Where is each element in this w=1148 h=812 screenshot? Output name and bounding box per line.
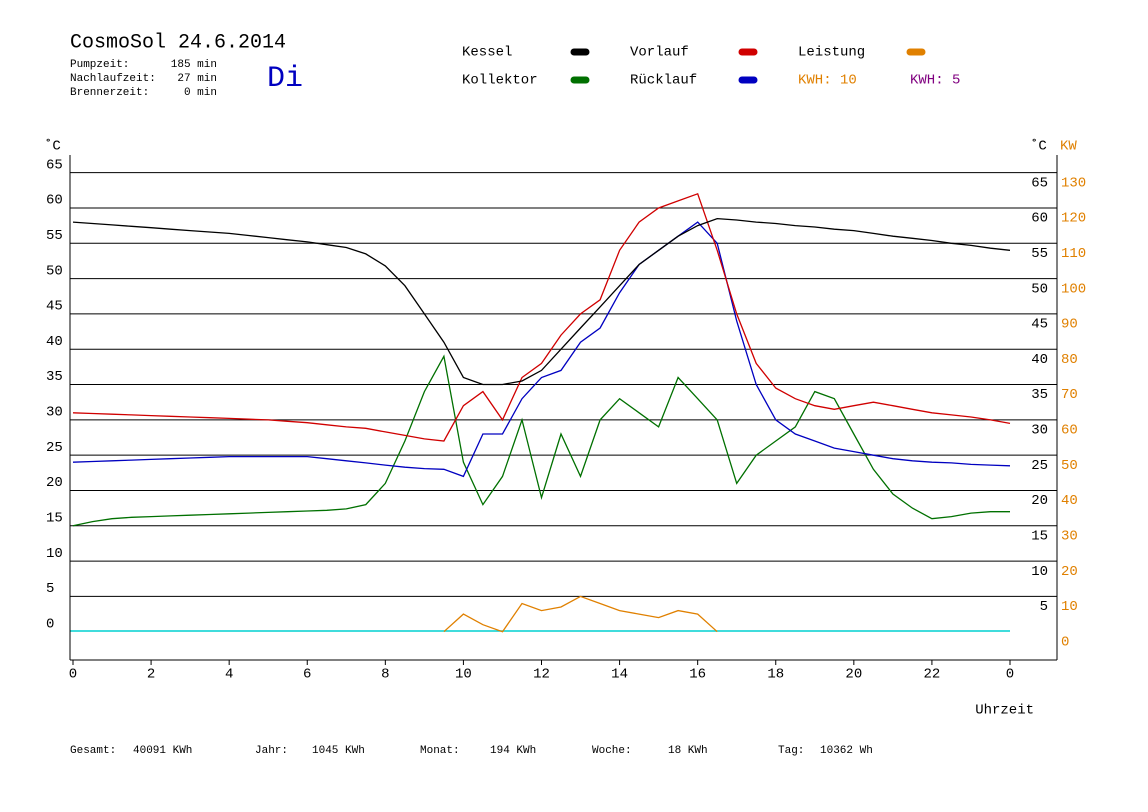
y2-tick-label: 20 xyxy=(1061,564,1078,580)
y2-tick-label: 40 xyxy=(1061,493,1078,509)
y-tick-label: 35 xyxy=(46,369,63,385)
x-tick-label: 18 xyxy=(767,667,784,683)
y2-tick-label: 120 xyxy=(1061,211,1086,227)
y2-tick-label: 60 xyxy=(1061,423,1078,439)
y-tick-label: 15 xyxy=(46,511,63,527)
y2-tick-label: 30 xyxy=(1061,529,1078,545)
y-tick-label: 55 xyxy=(46,228,63,244)
series-line xyxy=(72,217,1011,386)
x-tick-label: 10 xyxy=(455,667,472,683)
y-tick-label: 0 xyxy=(46,616,54,632)
x-tick-label: 2 xyxy=(147,667,155,683)
footer-label: Gesamt: xyxy=(70,745,116,757)
legend-label: Vorlauf xyxy=(630,45,689,61)
x-tick-label: 16 xyxy=(689,667,706,683)
info-label: Nachlaufzeit: xyxy=(70,73,156,85)
y-tick-label-right: 30 xyxy=(1031,423,1048,439)
series-line xyxy=(443,595,718,633)
series-line xyxy=(72,354,1010,527)
y2-tick-label: 130 xyxy=(1061,175,1086,191)
y-tick-label-right: 20 xyxy=(1031,493,1048,509)
x-axis-label: Uhrzeit xyxy=(975,703,1034,719)
x-tick-label: 0 xyxy=(1006,667,1014,683)
footer-value: 10362 Wh xyxy=(820,745,873,757)
info-label: Pumpzeit: xyxy=(70,59,129,71)
y-tick-label: 45 xyxy=(46,299,63,315)
y-tick-label-right: 45 xyxy=(1031,317,1048,333)
legend-label: Kessel xyxy=(462,45,512,61)
y-tick-label-right: 40 xyxy=(1031,352,1048,368)
y-axis-label: ˚C xyxy=(44,139,61,155)
y-tick-label-right: 65 xyxy=(1031,175,1048,191)
y-tick-label-right: 15 xyxy=(1031,529,1048,545)
y-tick-label: 30 xyxy=(46,405,63,421)
day: Di xyxy=(267,62,303,96)
info-label: Brennerzeit: xyxy=(70,87,149,99)
x-tick-label: 4 xyxy=(225,667,233,683)
y2-tick-label: 70 xyxy=(1061,387,1078,403)
legend-label: Kollektor xyxy=(462,73,538,89)
legend-label: Leistung xyxy=(798,45,865,61)
y2-unit-label: ˚C xyxy=(1030,139,1047,155)
y-tick-label: 50 xyxy=(46,263,63,279)
y-tick-label-right: 35 xyxy=(1031,387,1048,403)
footer-value: 18 KWh xyxy=(668,745,708,757)
y-tick-label-right: 55 xyxy=(1031,246,1048,262)
chart-title: CosmoSol 24.6.2014 xyxy=(70,31,286,54)
y2-tick-label: 10 xyxy=(1061,599,1078,615)
y-tick-label: 60 xyxy=(46,193,63,209)
footer-label: Tag: xyxy=(778,745,804,757)
x-tick-label: 0 xyxy=(69,667,77,683)
x-tick-label: 6 xyxy=(303,667,311,683)
x-tick-label: 20 xyxy=(845,667,862,683)
x-tick-label: 14 xyxy=(611,667,628,683)
footer-value: 194 KWh xyxy=(490,745,536,757)
annotation: KWH: 5 xyxy=(910,73,960,89)
y-tick-label: 40 xyxy=(46,334,63,350)
y-tick-label-right: 50 xyxy=(1031,281,1048,297)
y2-tick-label: 50 xyxy=(1061,458,1078,474)
annotation: KWH: 10 xyxy=(798,73,857,89)
y-tick-label-right: 60 xyxy=(1031,211,1048,227)
series-line xyxy=(72,221,1011,478)
footer-label: Jahr: xyxy=(255,745,288,757)
y-tick-label: 25 xyxy=(46,440,63,456)
y-tick-label-right: 25 xyxy=(1031,458,1048,474)
x-tick-label: 12 xyxy=(533,667,550,683)
y-tick-label-right: 5 xyxy=(1040,599,1048,615)
footer-label: Woche: xyxy=(592,745,632,757)
y-tick-label: 10 xyxy=(46,546,63,562)
info-value: 0 min xyxy=(184,87,217,99)
x-tick-label: 8 xyxy=(381,667,389,683)
footer-value: 1045 KWh xyxy=(312,745,365,757)
footer-label: Monat: xyxy=(420,745,460,757)
footer-value: 40091 KWh xyxy=(133,745,192,757)
y2-tick-label: 0 xyxy=(1061,634,1069,650)
y-tick-label: 65 xyxy=(46,157,63,173)
y-tick-label-right: 10 xyxy=(1031,564,1048,580)
y2-tick-label: 100 xyxy=(1061,281,1086,297)
y2-tick-label: 80 xyxy=(1061,352,1078,368)
legend-label: Rücklauf xyxy=(630,73,697,89)
y2-tick-label: 110 xyxy=(1061,246,1086,262)
x-tick-label: 22 xyxy=(924,667,941,683)
series-line xyxy=(72,192,1011,442)
info-value: 27 min xyxy=(177,73,217,85)
y2-axis-label: KW xyxy=(1060,139,1077,155)
y-tick-label: 20 xyxy=(46,475,63,491)
info-value: 185 min xyxy=(171,59,217,71)
y-tick-label: 5 xyxy=(46,581,54,597)
y2-tick-label: 90 xyxy=(1061,317,1078,333)
